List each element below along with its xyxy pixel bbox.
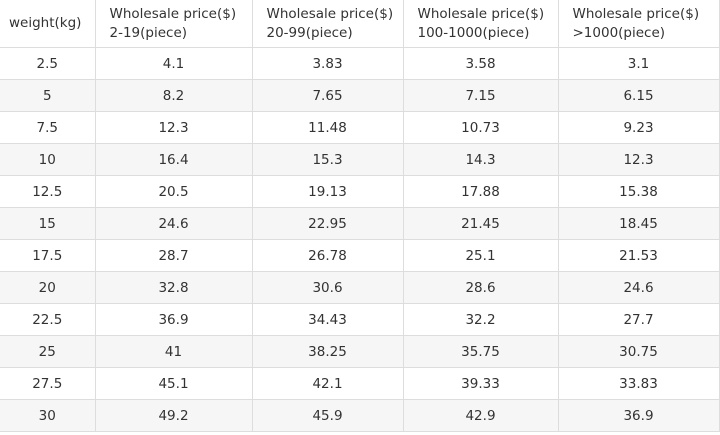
table-cell: 34.43 [252,303,404,336]
table-cell: 17.5 [0,239,96,272]
table-cell: 3.58 [403,47,559,80]
table-cell: 7.65 [252,79,404,112]
table-cell: 30.6 [252,271,404,304]
table-cell: 12.3 [558,143,720,176]
table-cell: 27.5 [0,367,96,400]
table-row: 27.5 45.1 42.1 39.33 33.83 [0,367,720,400]
table-cell: 12.3 [95,111,253,144]
header-cell: weight(kg) [0,0,96,48]
table-cell: 28.6 [403,271,559,304]
header-cell: Wholesale price($) 20-99(piece) [252,0,404,48]
table-row: 20 32.8 30.6 28.6 24.6 [0,271,720,304]
table-cell: 4.1 [95,47,253,80]
table-cell: 20 [0,271,96,304]
table-cell: 32.8 [95,271,253,304]
table-cell: 35.75 [403,335,559,368]
table-cell: 38.25 [252,335,404,368]
table-cell: 8.2 [95,79,253,112]
table-cell: 5 [0,79,96,112]
table-row: 10 16.4 15.3 14.3 12.3 [0,143,720,176]
table-cell: 14.3 [403,143,559,176]
header-cell: Wholesale price($) 2-19(piece) [95,0,253,48]
table-row: 12.5 20.5 19.13 17.88 15.38 [0,175,720,208]
table-cell: 41 [95,335,253,368]
header-row: weight(kg) Wholesale price($) 2-19(piece) W… [0,0,720,48]
table-cell: 9.23 [558,111,720,144]
table-cell: 18.45 [558,207,720,240]
table-cell: 30.75 [558,335,720,368]
table-cell: 28.7 [95,239,253,272]
table-cell: 3.83 [252,47,404,80]
table-cell: 21.53 [558,239,720,272]
header-line: 20-99(piece) [266,24,353,41]
table-cell: 12.5 [0,175,96,208]
header-line: Wholesale price($) [266,5,394,22]
table-body: 2.5 4.1 3.83 3.58 3.1 5 8.2 7.65 7.15 6.15 7.5 12.3… [0,47,720,432]
table-cell: 20.5 [95,175,253,208]
table-cell: 11.48 [252,111,404,144]
table-cell: 27.7 [558,303,720,336]
table-row: 30 49.2 45.9 42.9 36.9 [0,399,720,432]
table-cell: 6.15 [558,79,720,112]
table-cell: 36.9 [558,399,720,432]
table-cell: 10 [0,143,96,176]
table-row: 17.5 28.7 26.78 25.1 21.53 [0,239,720,272]
table-row: 2.5 4.1 3.83 3.58 3.1 [0,47,720,80]
table-cell: 42.1 [252,367,404,400]
header-line: Wholesale price($) [109,5,237,22]
table-cell: 26.78 [252,239,404,272]
table-cell: 45.9 [252,399,404,432]
table-cell: 33.83 [558,367,720,400]
table-cell: 24.6 [95,207,253,240]
table-row: 5 8.2 7.65 7.15 6.15 [0,79,720,112]
table-row: 25 41 38.25 35.75 30.75 [0,335,720,368]
table-cell: 22.95 [252,207,404,240]
header-cell: Wholesale price($) 100-1000(piece) [403,0,559,48]
table-cell: 25.1 [403,239,559,272]
table-cell: 42.9 [403,399,559,432]
header-line: weight(kg) [9,15,82,31]
table-cell: 39.33 [403,367,559,400]
header-cell: Wholesale price($) >1000(piece) [558,0,720,48]
table-cell: 36.9 [95,303,253,336]
table-cell: 49.2 [95,399,253,432]
header-line: Wholesale price($) [572,5,700,22]
table-row: 15 24.6 22.95 21.45 18.45 [0,207,720,240]
table-cell: 2.5 [0,47,96,80]
table-cell: 45.1 [95,367,253,400]
table-cell: 17.88 [403,175,559,208]
table-cell: 7.15 [403,79,559,112]
table-cell: 3.1 [558,47,720,80]
table-row: 7.5 12.3 11.48 10.73 9.23 [0,111,720,144]
table-cell: 16.4 [95,143,253,176]
table-cell: 15.3 [252,143,404,176]
table-cell: 15.38 [558,175,720,208]
header-line: >1000(piece) [572,24,666,41]
table-cell: 7.5 [0,111,96,144]
table-cell: 32.2 [403,303,559,336]
table-cell: 15 [0,207,96,240]
table-cell: 19.13 [252,175,404,208]
header-line: Wholesale price($) [417,5,545,22]
header-line: 100-1000(piece) [417,24,530,41]
table-cell: 22.5 [0,303,96,336]
table-cell: 25 [0,335,96,368]
table-cell: 21.45 [403,207,559,240]
table-row: 22.5 36.9 34.43 32.2 27.7 [0,303,720,336]
table-cell: 24.6 [558,271,720,304]
header-line: 2-19(piece) [109,24,188,41]
table-cell: 30 [0,399,96,432]
table-cell: 10.73 [403,111,559,144]
